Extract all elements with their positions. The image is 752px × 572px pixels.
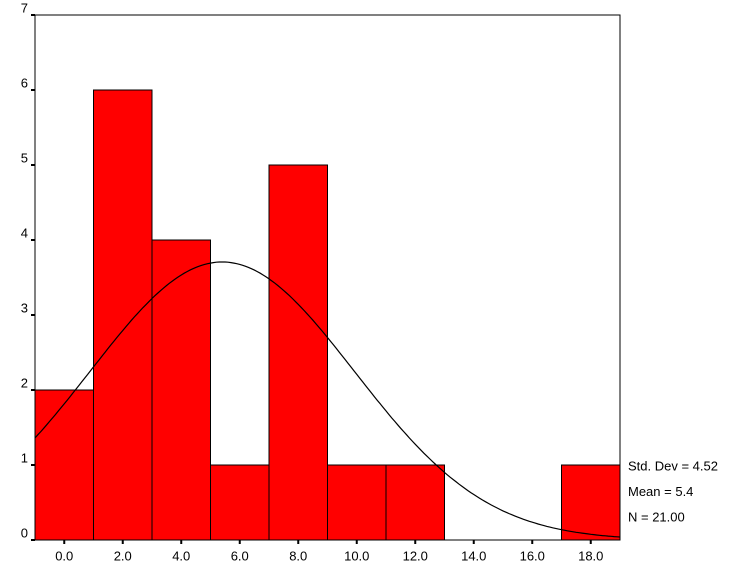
bar bbox=[561, 464, 621, 541]
y-tick-label: 3 bbox=[21, 300, 28, 315]
bar bbox=[327, 464, 387, 541]
bar bbox=[34, 389, 94, 541]
x-tick-label: 18.0 bbox=[578, 548, 603, 563]
bar bbox=[151, 239, 211, 541]
stats-label: Mean = 5.4 bbox=[628, 484, 693, 499]
x-tick-label: 4.0 bbox=[172, 548, 190, 563]
x-tick-label: 12.0 bbox=[403, 548, 428, 563]
x-tick-label: 14.0 bbox=[461, 548, 486, 563]
stats-label: N = 21.00 bbox=[628, 509, 685, 524]
stats-label: Std. Dev = 4.52 bbox=[628, 458, 718, 473]
bar bbox=[210, 464, 270, 541]
y-tick-label: 2 bbox=[21, 375, 28, 390]
x-tick-label: 16.0 bbox=[520, 548, 545, 563]
x-tick-label: 10.0 bbox=[344, 548, 369, 563]
bar bbox=[385, 464, 445, 541]
y-tick-label: 4 bbox=[21, 225, 28, 240]
normal-curve bbox=[34, 261, 621, 538]
x-tick-label: 8.0 bbox=[289, 548, 307, 563]
y-tick-label: 6 bbox=[21, 75, 28, 90]
x-tick-label: 2.0 bbox=[114, 548, 132, 563]
bar bbox=[93, 89, 153, 541]
bar bbox=[268, 164, 328, 541]
y-tick-label: 5 bbox=[21, 150, 28, 165]
x-tick-label: 6.0 bbox=[231, 548, 249, 563]
y-tick-label: 0 bbox=[21, 525, 28, 540]
x-tick-label: 0.0 bbox=[55, 548, 73, 563]
y-tick-label: 7 bbox=[21, 0, 28, 15]
y-tick-label: 1 bbox=[21, 450, 28, 465]
